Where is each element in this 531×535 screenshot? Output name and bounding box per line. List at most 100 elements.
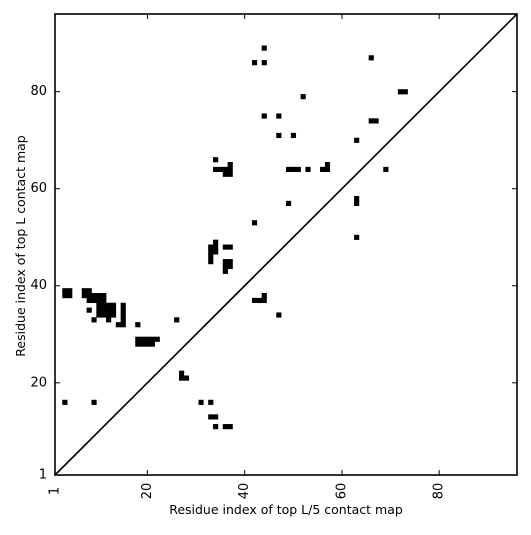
contact-cell	[320, 166, 326, 173]
contact-cell	[208, 399, 214, 405]
contact-cell	[86, 307, 92, 313]
contact-cell	[62, 399, 68, 405]
contact-cell	[276, 113, 282, 119]
y-tick-label: 40	[30, 278, 47, 293]
contact-cell	[324, 166, 331, 173]
contact-cell	[402, 89, 408, 95]
y-axis-ticks: 1 20 40 60 80	[30, 84, 517, 483]
contact-cell	[86, 288, 92, 294]
contact-cell	[227, 244, 233, 250]
contact-cell	[213, 244, 219, 250]
contact-cell	[227, 166, 233, 173]
contact-cell	[174, 317, 180, 323]
contact-cell	[222, 171, 228, 177]
contact-cell	[213, 239, 219, 245]
contact-cell	[101, 312, 107, 318]
contact-cell	[96, 302, 102, 308]
x-axis-ticks: 1 20 40 60 80	[48, 14, 447, 499]
diagonal-line	[54, 13, 518, 476]
contact-cell	[106, 307, 112, 313]
contact-cell	[86, 297, 92, 304]
contact-cells	[62, 45, 408, 430]
contact-cell	[106, 317, 112, 323]
contact-cell	[286, 200, 292, 206]
contact-cell	[208, 254, 214, 260]
contact-cell	[120, 307, 126, 313]
contact-cell	[368, 55, 374, 61]
contact-cell	[397, 89, 404, 95]
x-tick-label: 80	[432, 483, 447, 500]
contact-cell	[222, 268, 228, 274]
contact-cell	[222, 263, 228, 270]
contact-cell	[140, 336, 146, 342]
contact-cell	[354, 200, 360, 206]
contact-cell	[324, 162, 331, 168]
contact-cell	[354, 234, 360, 240]
contact-cell	[213, 166, 219, 173]
contact-cell	[106, 302, 112, 308]
contact-cell	[261, 293, 267, 299]
contact-cell	[81, 293, 87, 299]
contact-cell	[222, 424, 228, 430]
contact-cell	[208, 259, 214, 265]
contact-cell	[149, 336, 155, 342]
contact-cell	[101, 293, 107, 299]
contact-cell	[295, 166, 301, 173]
contact-cell	[276, 132, 282, 139]
contact-cell	[106, 312, 112, 318]
contact-cell	[101, 297, 107, 304]
contact-cell	[251, 60, 258, 66]
contact-cell	[222, 166, 228, 173]
contact-cell	[261, 60, 267, 66]
contact-cell	[183, 375, 190, 381]
contact-cell	[213, 249, 219, 255]
contact-cell	[227, 263, 233, 270]
contact-cell	[368, 118, 374, 124]
contact-cell	[256, 297, 262, 304]
y-axis-label: Residue index of top L contact map	[13, 135, 28, 356]
contact-cell	[67, 293, 73, 299]
contact-cell	[227, 162, 233, 168]
contact-cell	[354, 137, 360, 143]
contact-cell	[62, 288, 68, 294]
contact-cell	[222, 259, 228, 265]
contact-cell	[135, 322, 141, 328]
contact-cell	[373, 118, 379, 124]
contact-cell	[62, 293, 68, 299]
contact-cell	[217, 166, 224, 173]
contact-cell	[96, 307, 102, 313]
contact-cell	[120, 312, 126, 318]
contact-cell	[115, 322, 121, 328]
contact-cell	[290, 132, 297, 139]
contact-cell	[198, 399, 204, 405]
contact-cell	[96, 312, 102, 318]
y-tick-label: 1	[39, 468, 47, 483]
contact-cell	[179, 370, 185, 376]
y-tick-label: 60	[30, 181, 47, 196]
contact-cell	[208, 249, 214, 255]
contact-cell	[213, 157, 219, 163]
contact-cell	[227, 171, 233, 177]
contact-cell	[227, 424, 233, 430]
contact-cell	[276, 312, 282, 318]
contact-cell	[140, 341, 146, 347]
contact-cell	[222, 244, 228, 250]
contact-cell	[110, 302, 117, 308]
contact-cell	[300, 94, 306, 100]
contact-cell	[120, 322, 126, 328]
contact-cell	[96, 297, 102, 304]
contact-cell	[101, 302, 107, 308]
x-tick-label: 1	[48, 487, 63, 495]
contact-cell	[120, 302, 126, 308]
contact-cell	[251, 220, 258, 226]
contact-cell	[67, 288, 73, 294]
contact-cell	[91, 399, 97, 405]
contact-cell	[208, 414, 214, 420]
contact-cell	[354, 195, 360, 202]
contact-cell	[227, 259, 233, 265]
y-tick-label: 80	[30, 84, 47, 99]
x-tick-label: 60	[334, 483, 349, 500]
contact-cell	[383, 166, 389, 173]
contact-cell	[135, 341, 141, 347]
